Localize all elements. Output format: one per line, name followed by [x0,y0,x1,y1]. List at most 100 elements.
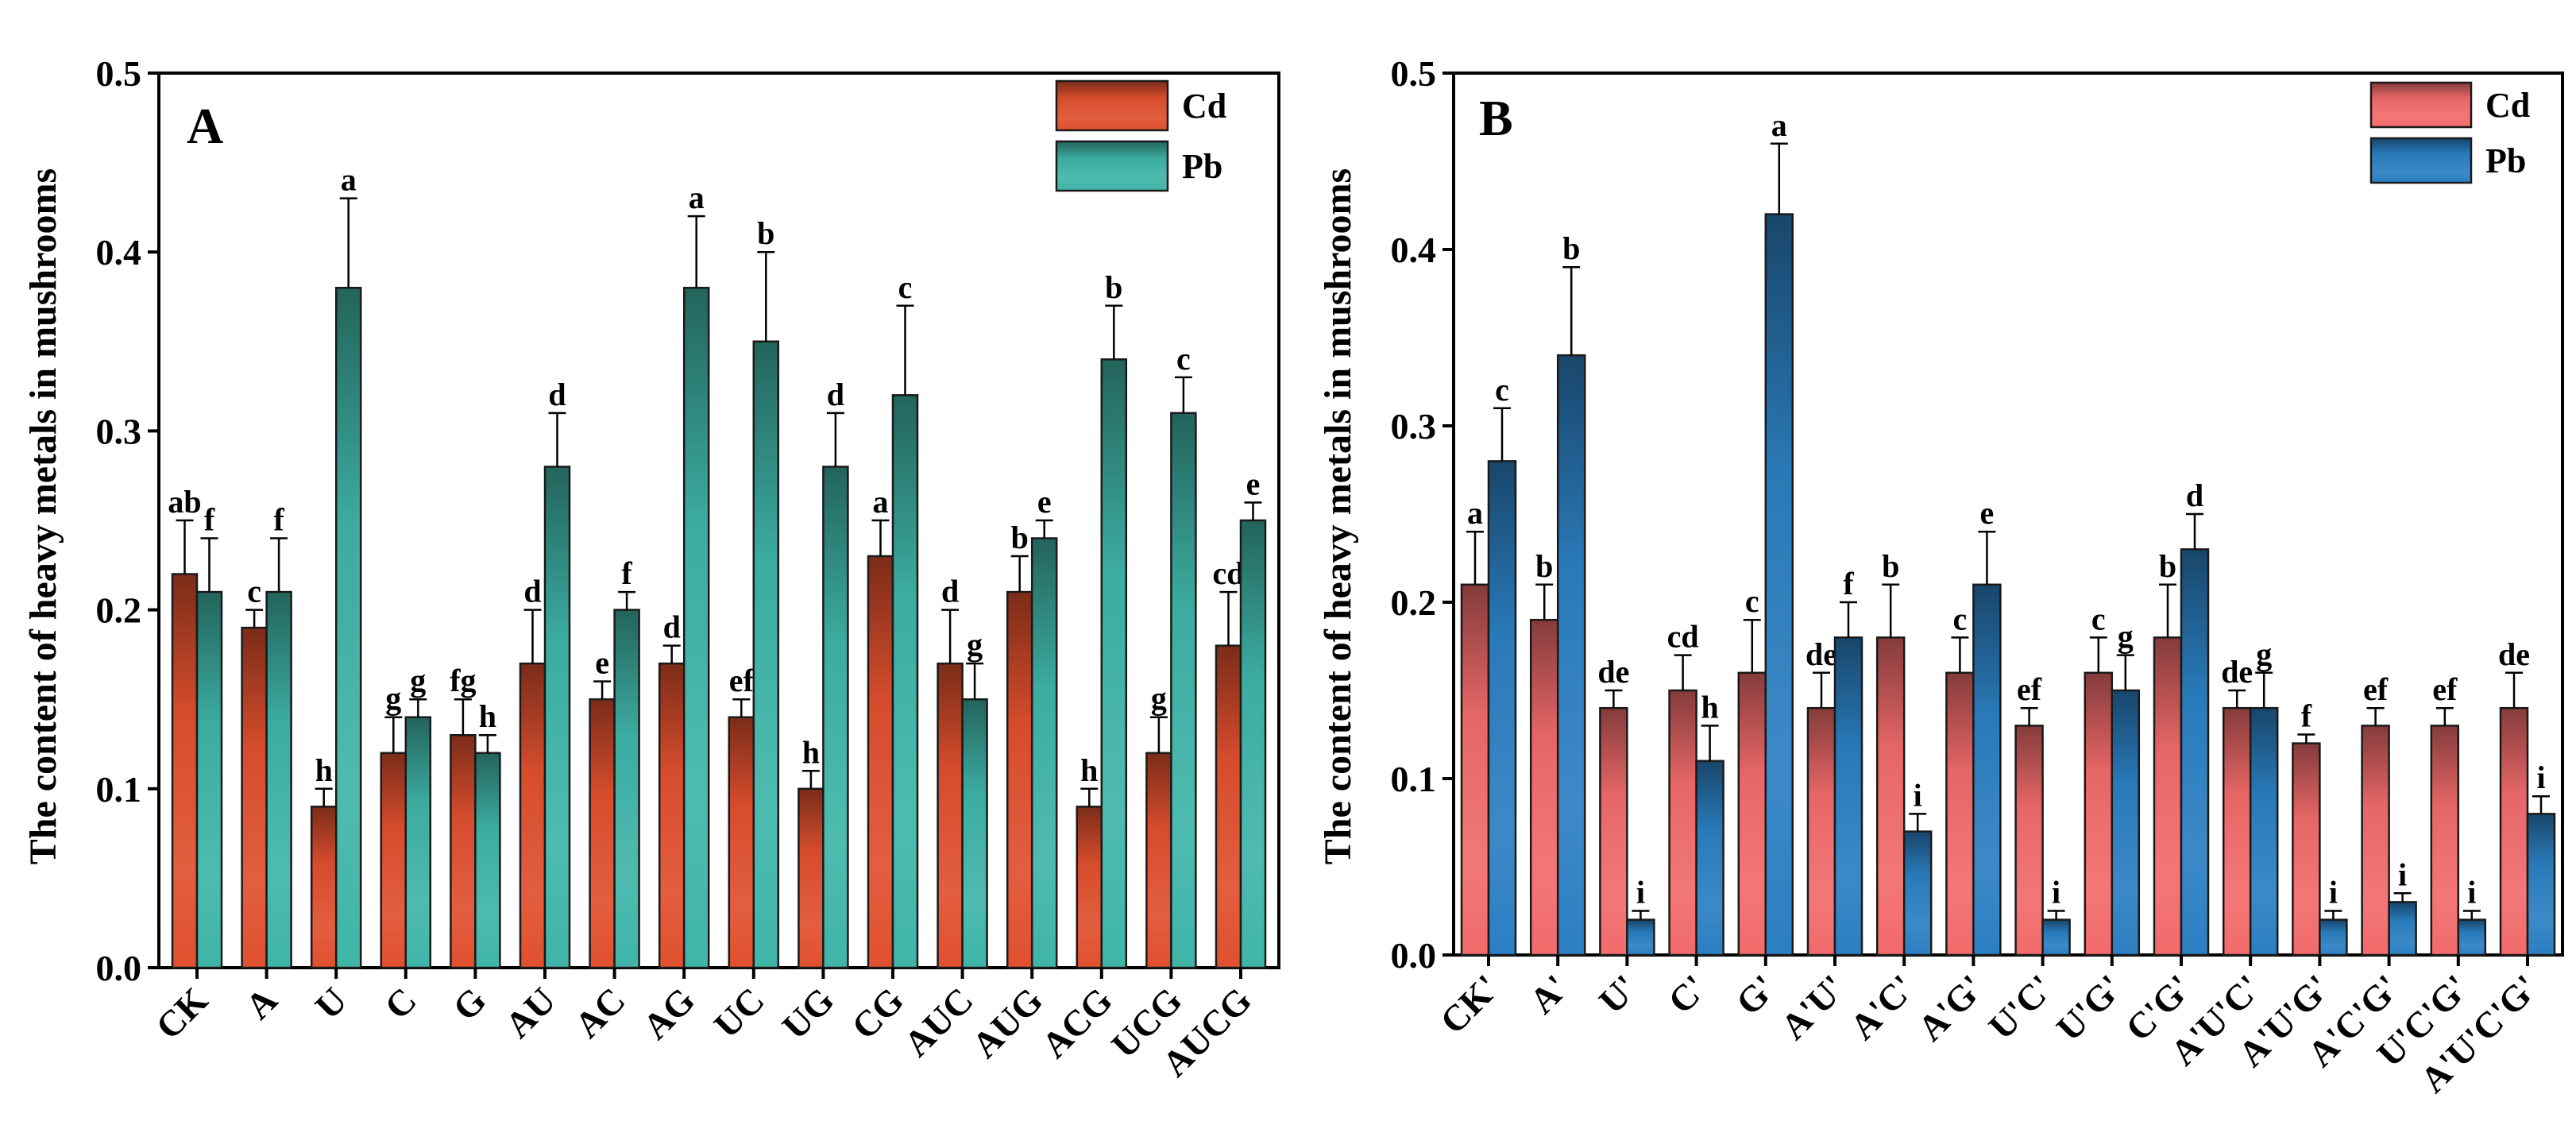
letter-b-cd-6: b [1882,548,1899,584]
x-tick-label-a-7: AG [635,980,702,1047]
x-tick-label-a-5: AU [497,980,563,1046]
bar-a-pb-15 [1239,519,1267,969]
x-tick-label-a-12: AUG [964,980,1050,1065]
x-tick-label-a-8: UC [706,980,772,1046]
letter-b-pb-9: g [2118,619,2134,655]
bar-b-cd-9 [2084,671,2114,957]
bar-b-cd-6 [1875,636,1906,957]
x-tick-label-a-4: G [445,980,493,1028]
bar-b-pb-12 [2319,918,2348,957]
letter-b-cd-3: cd [1667,619,1699,655]
letter-b-cd-1: b [1535,548,1553,584]
letter-b-pb-8: i [2052,875,2060,910]
bar-a-cd-8 [728,716,755,969]
letter-a-cd-12: b [1011,520,1029,555]
y-tick-label-a-3: 0.3 [96,411,142,451]
x-tick-label-b-3: C' [1660,967,1715,1022]
bar-b-cd-11 [2222,706,2252,957]
letter-b-pb-4: a [1771,107,1787,143]
x-tick-label-b-6: A'C' [1842,967,1922,1047]
y-tick-label-b-0: 0.0 [1391,935,1437,976]
letter-a-pb-5: d [548,377,566,412]
y-tick-label-b-2: 0.2 [1391,582,1437,623]
legend-label-b-cd: Cd [2485,86,2530,125]
letter-a-cd-6: e [595,645,609,681]
y-tick-label-a-4: 0.4 [96,232,142,273]
panel-b-ylabel: The content of heavy metals in mushrooms [1317,168,1359,864]
bar-b-pb-2 [1626,918,1655,957]
bar-b-cd-10 [2153,636,2183,957]
letter-b-pb-7: e [1980,495,1995,531]
legend-swatch-a-cd [1055,79,1169,132]
bar-a-cd-6 [589,698,616,969]
panel-b-plot-frame [1452,72,2564,957]
letter-b-pb-12: i [2329,875,2338,910]
bar-b-pb-0 [1487,460,1517,957]
x-tick-label-a-0: CK [148,980,215,1047]
legend-label-a-pb: Pb [1182,147,1222,186]
y-tick-label-b-4: 0.4 [1391,230,1437,270]
bar-a-cd-7 [658,662,686,969]
letter-b-cd-15: de [2498,636,2530,672]
bar-a-cd-4 [450,733,477,969]
bar-b-pb-8 [2041,918,2071,957]
y-tick-label-b-5: 0.5 [1391,53,1437,94]
y-tick-label-a-1: 0.1 [96,769,142,810]
bar-b-cd-12 [2292,742,2321,957]
bar-b-cd-4 [1737,671,1767,957]
bar-a-pb-1 [265,590,292,969]
legend-label-b-pb: Pb [2485,141,2526,180]
letter-b-cd-8: ef [2017,671,2042,707]
bar-a-cd-1 [241,626,268,969]
letter-a-pb-9: d [827,377,844,412]
x-tick-label-a-13: ACG [1034,980,1120,1065]
legend-swatch-b-cd [2369,81,2473,129]
x-tick-label-a-11: AUC [896,980,981,1065]
bar-a-pb-13 [1100,358,1128,969]
x-tick-label-b-5: A'U' [1773,967,1853,1047]
bar-b-pb-6 [1902,830,1933,957]
letter-a-cd-5: d [523,574,541,609]
letter-b-pb-15: i [2536,760,2545,795]
letter-a-cd-1: c [247,574,261,609]
letter-a-cd-10: a [873,484,889,520]
letter-b-pb-2: i [1636,875,1645,910]
panel-b-chart: The content of heavy metals in mushrooms… [1317,53,2564,1100]
y-tick-label-b-3: 0.3 [1391,406,1437,447]
letter-b-pb-3: h [1701,689,1718,725]
letter-a-cd-0: ab [168,484,201,520]
letter-b-pb-6: i [1914,777,1922,813]
y-tick-label-a-0: 0.0 [96,948,142,988]
letter-a-cd-7: d [663,609,681,645]
x-tick-label-b-9: U'G' [2049,967,2130,1049]
bar-b-pb-4 [1764,213,1794,957]
letter-b-cd-11: de [2221,654,2253,690]
x-tick-label-b-7: A'G' [1910,967,1992,1049]
letter-b-cd-5: de [1806,636,1837,672]
x-tick-label-a-9: UG [774,980,842,1047]
bar-b-cd-0 [1460,583,1490,957]
legend-swatch-b-pb [2369,137,2473,184]
bar-a-cd-15 [1215,644,1242,969]
panel-a-plot-frame [157,72,1280,969]
letter-a-pb-2: a [341,162,357,198]
letter-b-pb-14: i [2467,875,2476,910]
letter-b-cd-10: b [2159,548,2176,584]
bar-b-pb-3 [1695,760,1724,957]
letter-b-cd-9: c [2091,601,2106,636]
letter-a-pb-7: a [689,180,705,215]
bar-a-pb-6 [613,609,640,969]
letter-a-cd-4: fg [450,663,476,698]
bar-b-pb-10 [2180,548,2210,957]
bar-b-cd-5 [1806,706,1836,957]
letter-b-pb-5: f [1843,566,1854,601]
letter-b-pb-13: i [2398,856,2407,892]
bar-a-pb-9 [822,466,849,969]
x-tick-label-b-2: U' [1591,967,1646,1022]
letter-b-cd-4: c [1745,583,1759,619]
letter-b-pb-0: c [1495,372,1509,408]
bar-b-pb-1 [1556,354,1586,957]
bar-a-pb-12 [1030,537,1058,969]
letter-b-cd-0: a [1467,495,1483,531]
bar-b-cd-3 [1668,689,1697,957]
